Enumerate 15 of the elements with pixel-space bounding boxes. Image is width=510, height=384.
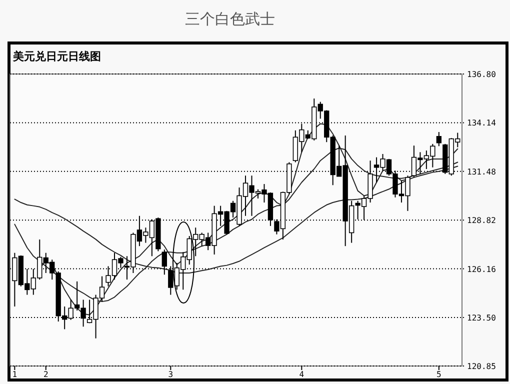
chart-title: 三个白色武士 — [185, 10, 275, 28]
y-tick-label: 123.50 — [467, 313, 496, 322]
y-tick-label: 120.85 — [467, 362, 496, 371]
candlestick — [436, 132, 442, 147]
y-tick-label: 131.48 — [467, 167, 496, 176]
y-tick-label: 134.14 — [467, 118, 496, 128]
x-tick-label: 4 — [299, 370, 304, 379]
x-tick-label: 1 — [12, 370, 18, 379]
chart-subtitle: 美元兑日元日线图 — [12, 50, 101, 63]
x-tick-label: 2 — [43, 370, 48, 379]
y-tick-label: 128.82 — [467, 216, 496, 226]
y-tick-label: 136.80 — [467, 70, 496, 79]
y-tick-label: 126.16 — [467, 264, 496, 274]
x-tick-label: 3 — [168, 370, 174, 379]
x-tick-label: 5 — [436, 370, 442, 379]
